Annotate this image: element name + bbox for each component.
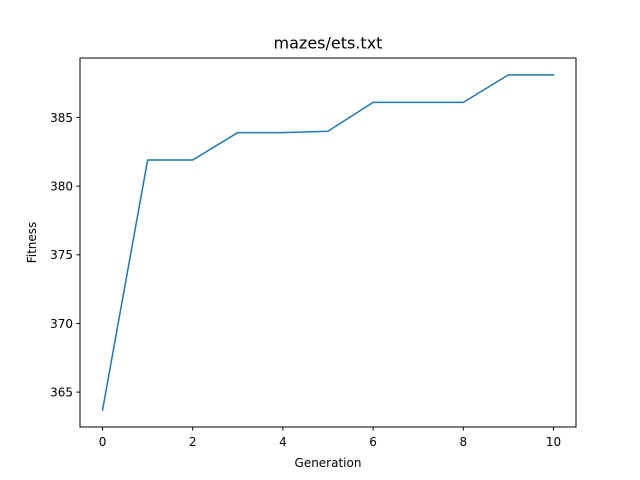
- x-axis-label: Generation: [295, 456, 362, 470]
- y-tick-label: 375: [50, 248, 73, 262]
- x-tick-label: 8: [459, 435, 467, 449]
- series-layer: [101, 74, 555, 411]
- y-tick-label: 385: [50, 111, 73, 125]
- y-axis-ticks: 365 370 375 380 385: [50, 111, 80, 399]
- plot-frame: [79, 57, 577, 428]
- x-tick-label: 0: [99, 435, 107, 449]
- y-tick-label: 365: [50, 385, 73, 399]
- x-tick-label: 10: [546, 435, 561, 449]
- x-axis-ticks: 0 2 4 6 8 10: [99, 427, 561, 449]
- x-tick-label: 4: [279, 435, 287, 449]
- chart-title: mazes/ets.txt: [274, 34, 383, 53]
- x-tick-label: 2: [189, 435, 197, 449]
- y-axis-label: Fitness: [25, 222, 39, 264]
- y-tick-label: 370: [50, 317, 73, 331]
- x-tick-label: 6: [369, 435, 377, 449]
- y-tick-label: 380: [50, 179, 73, 193]
